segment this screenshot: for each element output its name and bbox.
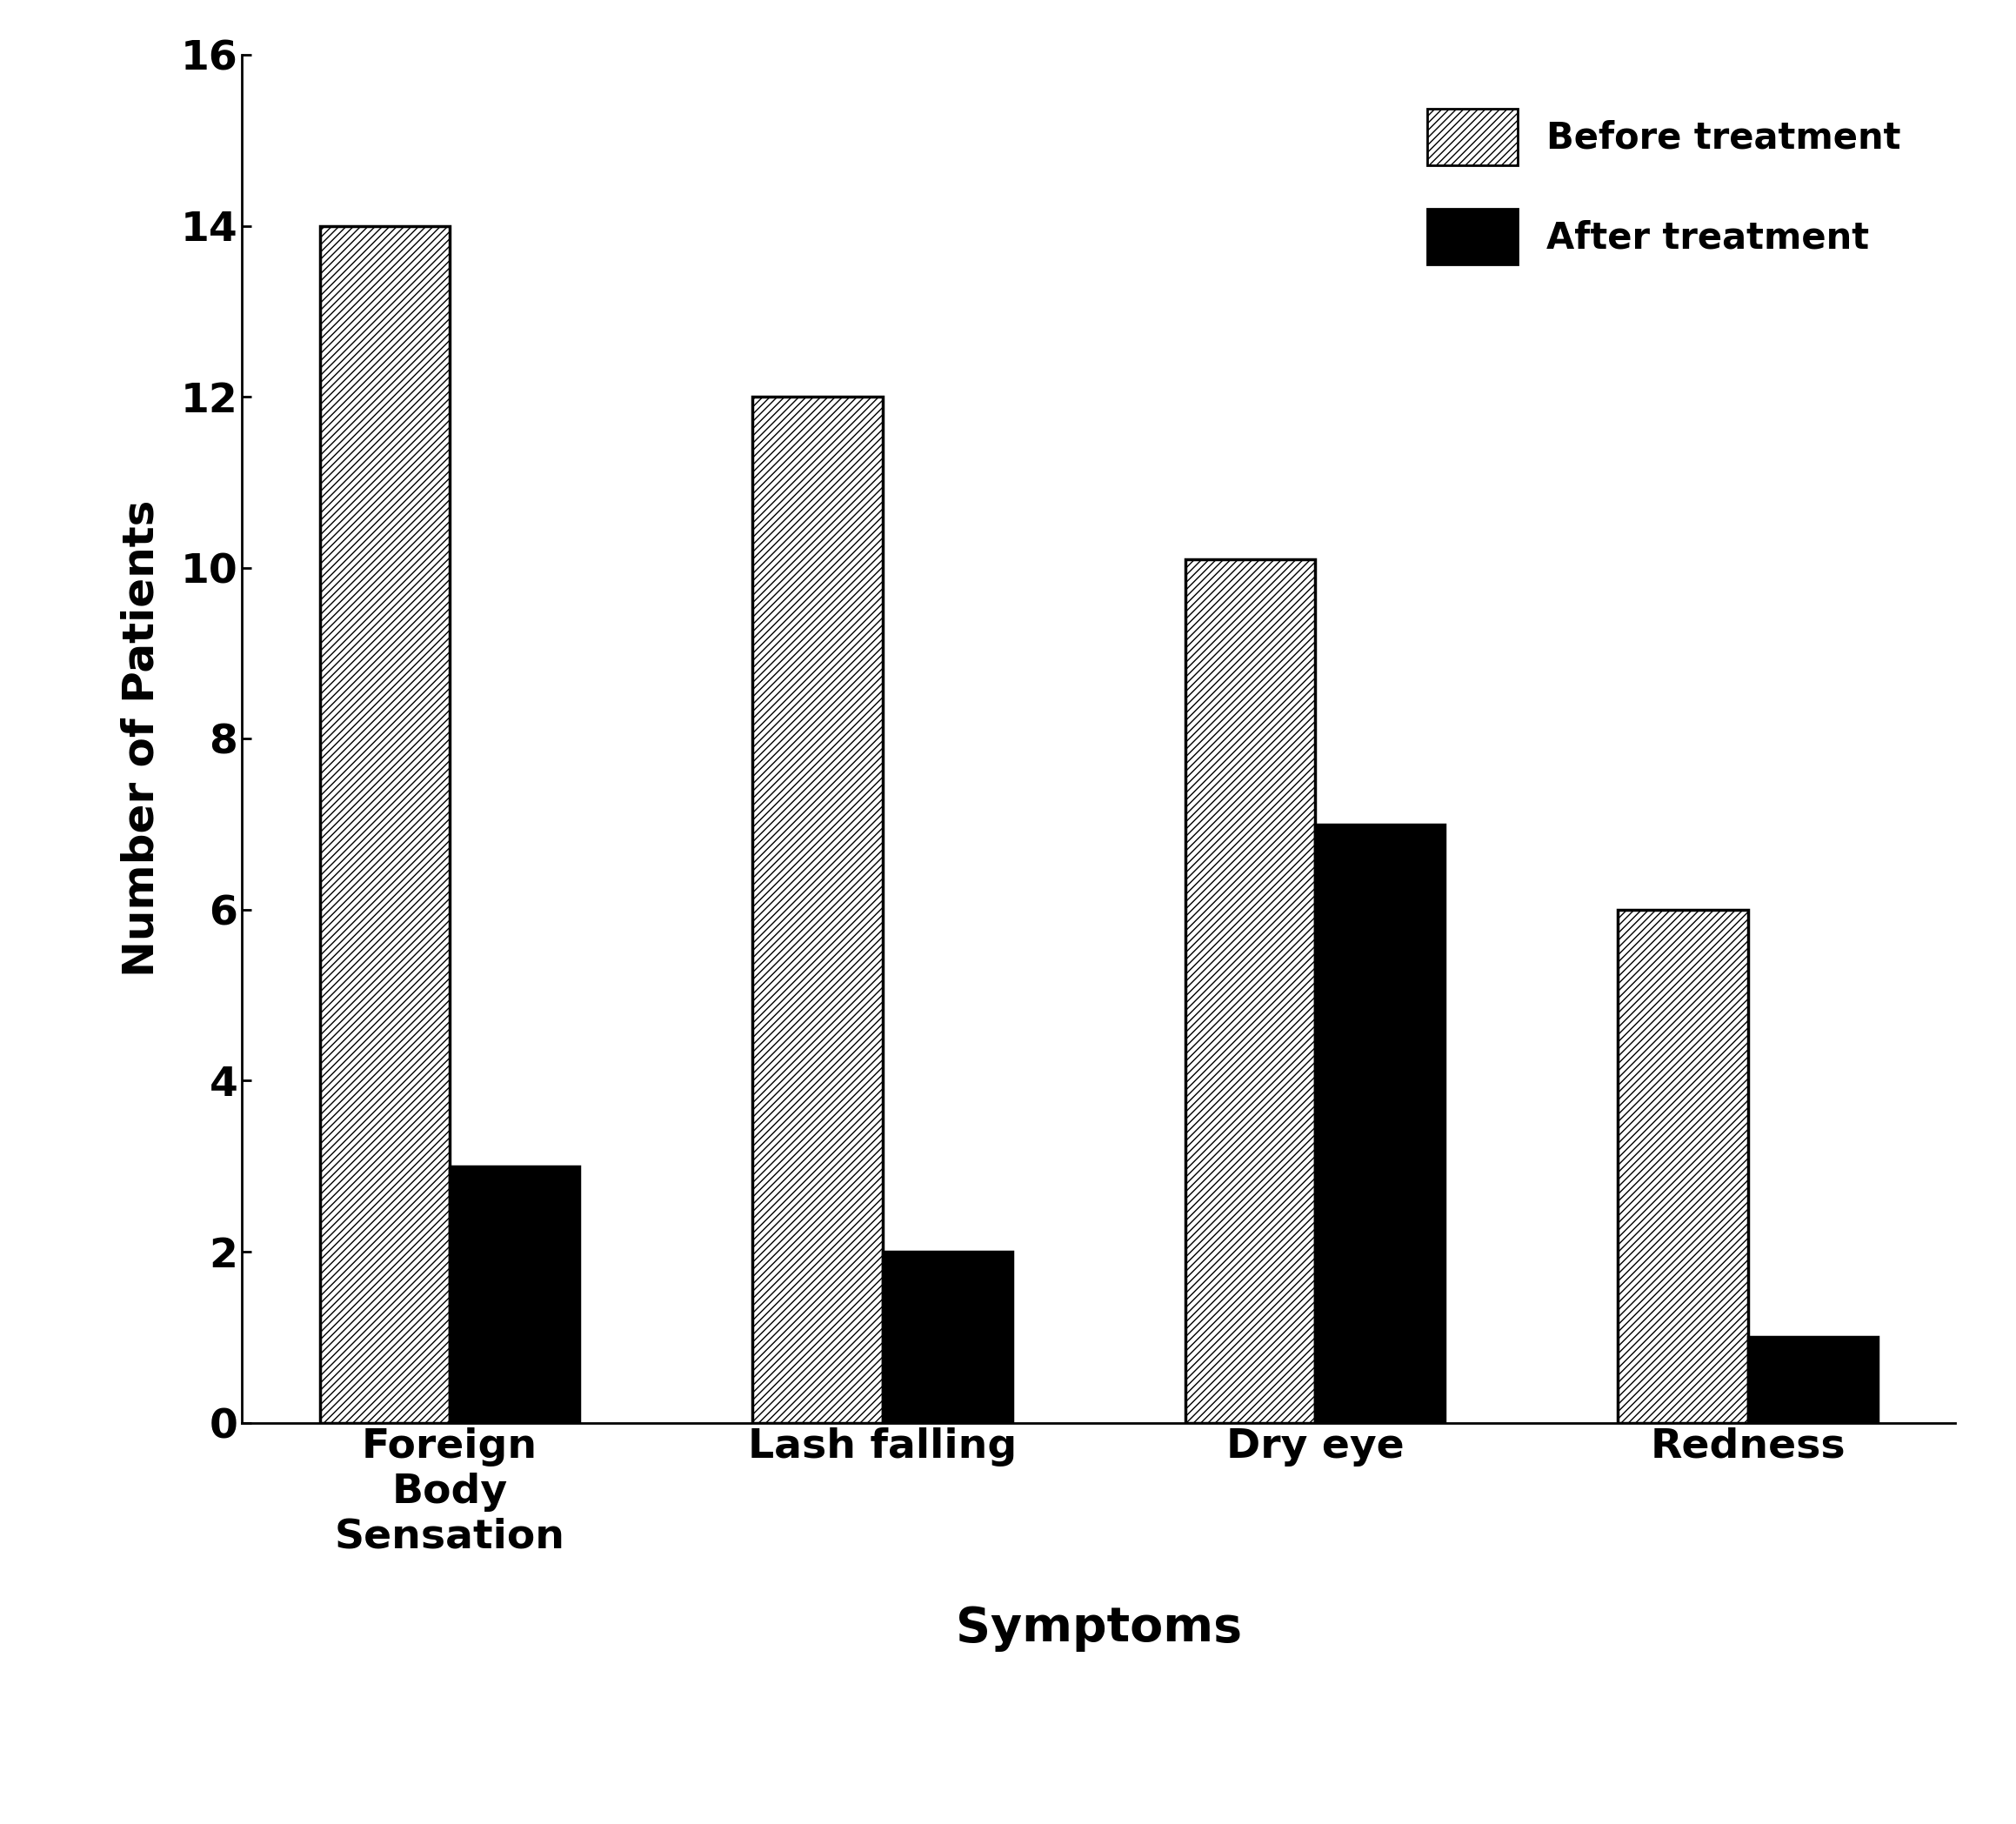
Legend: Before treatment, After treatment: Before treatment, After treatment [1391, 73, 1937, 301]
Bar [1619, 910, 1748, 1423]
Bar [883, 1251, 1012, 1423]
Bar [1748, 1337, 1877, 1423]
Bar [450, 1166, 579, 1423]
Bar [1185, 560, 1314, 1423]
Bar [752, 398, 883, 1423]
Bar [1314, 824, 1445, 1423]
Bar [321, 226, 450, 1423]
X-axis label: Symptoms: Symptoms [956, 1605, 1242, 1653]
Y-axis label: Number of Patients: Number of Patients [121, 500, 163, 978]
